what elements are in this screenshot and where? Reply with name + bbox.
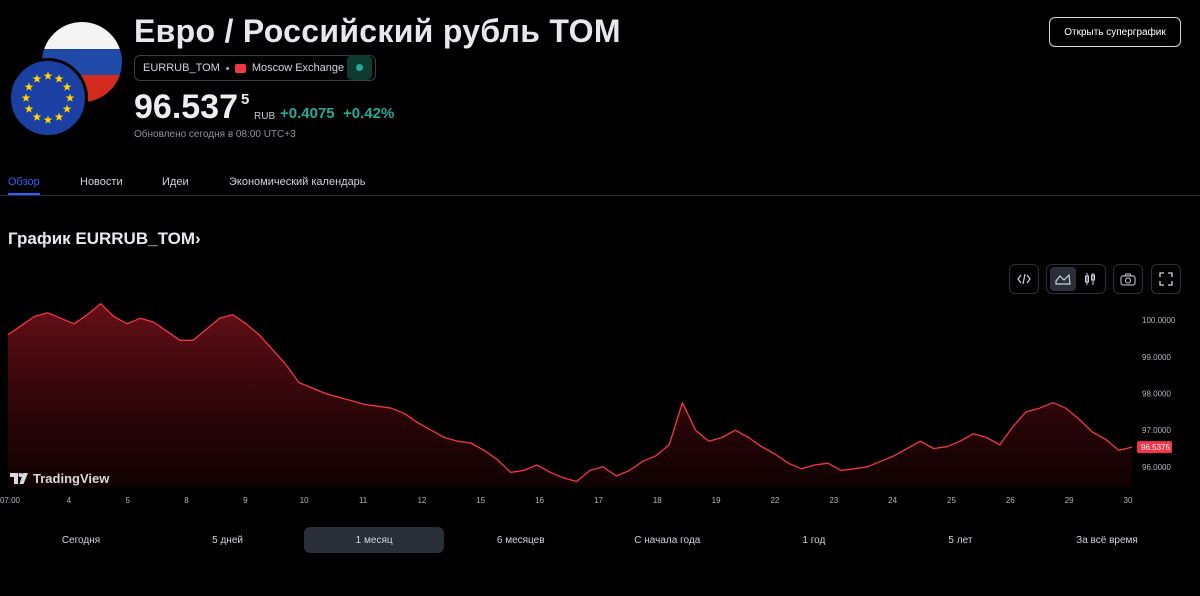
x-axis-tick-label: 4 — [67, 496, 72, 505]
range-button[interactable]: 1 месяц — [304, 527, 445, 553]
x-axis-tick-label: 29 — [1065, 496, 1074, 505]
fullscreen-icon — [1159, 272, 1173, 286]
candles-chart-button[interactable] — [1077, 267, 1103, 291]
tradingview-logo: TradingView — [10, 471, 109, 486]
price-line — [7, 303, 1133, 483]
last-price-label: 96.5375 — [1141, 443, 1170, 452]
tab-news[interactable]: Новости — [80, 176, 123, 188]
price-value: 96.537 — [134, 88, 238, 126]
x-axis-tick-label: 15 — [476, 496, 485, 505]
fullscreen-button[interactable] — [1151, 264, 1181, 294]
range-button[interactable]: За всё время — [1076, 534, 1138, 546]
range-button[interactable]: С начала года — [634, 534, 701, 546]
currency-flags — [8, 22, 122, 138]
eu-flag-icon — [8, 58, 88, 138]
symbol-exchange-selector[interactable]: EURRUB_TOM Moscow Exchange ⌄ — [134, 55, 376, 81]
x-axis-tick-label: 9 — [243, 496, 248, 505]
y-axis-tick-label: 96.0000 — [1142, 463, 1171, 472]
x-axis-tick-label: 17 — [594, 496, 603, 505]
x-axis-tick-label: 23 — [829, 496, 838, 505]
x-axis-tick-label: 8 — [184, 496, 189, 505]
tab-economic-calendar[interactable]: Экономический календарь — [229, 176, 366, 188]
x-axis-tick-label: 10 — [300, 496, 309, 505]
price-change: +0.4075 — [280, 105, 335, 122]
symbol-label: EURRUB_TOM — [143, 62, 220, 74]
x-axis-tick-label: 16 — [535, 496, 544, 505]
y-axis-tick-label: 99.0000 — [1142, 353, 1171, 362]
range-button[interactable]: 1 год — [802, 534, 826, 546]
page-title: Евро / Российский рубль TOM — [134, 13, 621, 49]
x-axis-tick-label: 5 — [125, 496, 130, 505]
y-axis-tick-label: 98.0000 — [1142, 390, 1171, 399]
x-axis-tick-label: 30 — [1124, 496, 1133, 505]
last-price-tag — [1137, 441, 1172, 454]
area-chart-icon — [1055, 273, 1071, 285]
active-tab-indicator — [8, 193, 40, 195]
x-axis-tick-label: 26 — [1006, 496, 1015, 505]
x-axis-tick-label: 25 — [947, 496, 956, 505]
tab-overview[interactable]: Обзор — [8, 176, 40, 188]
market-status-dot-icon — [356, 64, 363, 71]
chart-style-toggle — [1046, 264, 1106, 294]
tradingview-brand-label: TradingView — [33, 471, 110, 486]
tradingview-logo-icon — [10, 473, 28, 484]
x-axis-tick-label: 19 — [712, 496, 721, 505]
chart-section-title[interactable]: График EURRUB_TOM› — [8, 229, 201, 248]
y-axis-tick-label: 97.0000 — [1142, 426, 1171, 435]
candles-chart-icon — [1085, 273, 1095, 285]
range-button[interactable]: 5 лет — [948, 534, 973, 546]
updated-timestamp: Обновлено сегодня в 08:00 UTC+3 — [134, 129, 296, 140]
market-status-badge[interactable] — [347, 55, 372, 80]
embed-code-icon — [1017, 273, 1031, 285]
price-chart[interactable]: 100.0000 99.0000 98.0000 97.0000 96.0000 96.5… — [0, 300, 1200, 512]
x-axis-tick-label: 24 — [888, 496, 897, 505]
x-axis-tick-label: 07:00 — [0, 496, 21, 505]
tab-ideas[interactable]: Идеи — [162, 176, 189, 188]
snapshot-button[interactable] — [1113, 264, 1143, 294]
time-range-selector: Сегодня 5 дней 1 месяц 6 месяцев С начала го… — [0, 527, 1200, 553]
price-change-percent: +0.42% — [343, 105, 395, 122]
price-area-fill — [8, 303, 1132, 487]
camera-icon — [1120, 273, 1136, 285]
y-axis-tick-label: 100.0000 — [1142, 316, 1176, 325]
exchange-label: Moscow Exchange — [251, 62, 345, 74]
x-axis-tick-label: 12 — [417, 496, 426, 505]
x-axis-tick-label: 18 — [653, 496, 662, 505]
tab-bar: Обзор Новости Идеи Экономический календа… — [0, 174, 1200, 196]
moscow-exchange-icon — [234, 63, 246, 73]
range-button[interactable]: 6 месяцев — [496, 534, 545, 546]
x-axis-tick-label: 11 — [359, 496, 368, 505]
open-supergraph-button[interactable]: Открыть суперграфик — [1049, 17, 1181, 47]
embed-code-button[interactable] — [1009, 264, 1039, 294]
price-currency: RUB — [254, 111, 276, 122]
range-button[interactable]: 5 дней — [212, 534, 243, 546]
separator-dot — [225, 66, 229, 70]
range-button[interactable]: Сегодня — [61, 534, 101, 546]
x-axis-tick-label: 22 — [770, 496, 779, 505]
price-superscript: 5 — [241, 91, 250, 108]
area-chart-button[interactable] — [1050, 267, 1076, 291]
